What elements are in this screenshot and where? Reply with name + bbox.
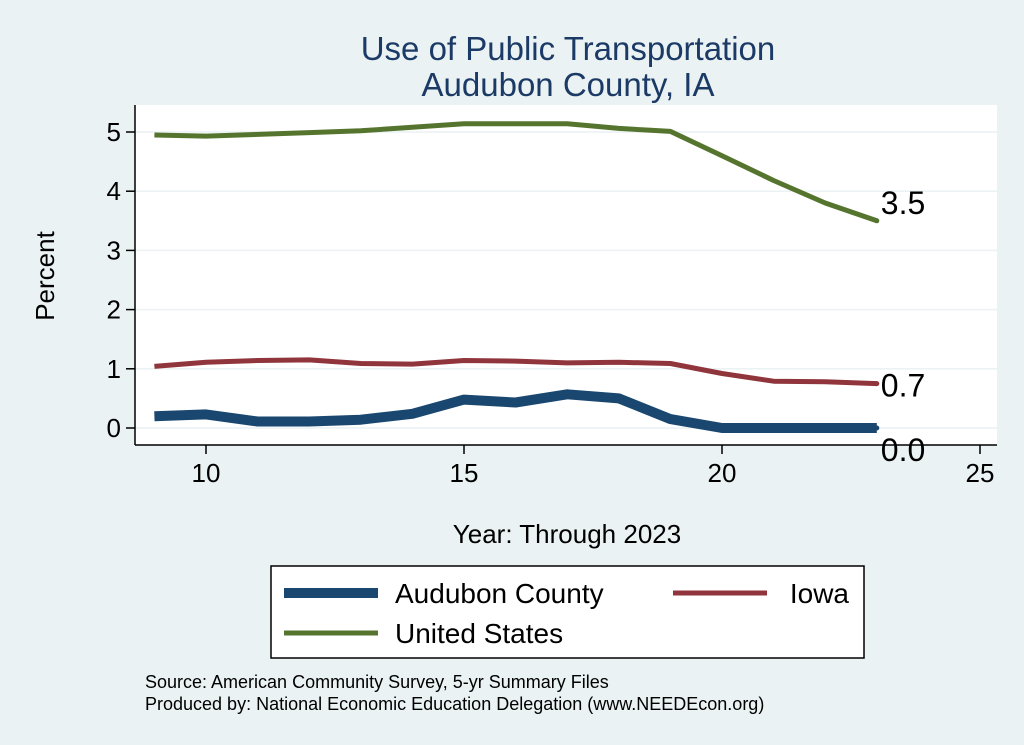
end-labels: 0.0 0.7 3.5	[874, 185, 925, 468]
y-tick-label-5: 5	[107, 117, 121, 147]
axes	[134, 105, 997, 446]
legend-label-united-states: United States	[395, 618, 563, 649]
series-line-iowa	[154, 357, 877, 387]
chart-title-line-2: Audubon County, IA	[422, 66, 715, 103]
y-tick-label-2: 2	[107, 295, 121, 325]
end-point-iowa	[874, 381, 880, 387]
legend-label-audubon-county: Audubon County	[395, 578, 604, 609]
y-tick-label-3: 3	[107, 235, 121, 265]
series-line-audubon-county	[154, 389, 877, 433]
x-tick-label-20: 20	[708, 458, 737, 488]
x-axis-ticks: 10 15 20 25	[192, 445, 995, 488]
producer-note: Produced by: National Economic Education…	[145, 694, 764, 714]
grid-lines	[135, 131, 997, 429]
y-tick-label-1: 1	[107, 354, 121, 384]
x-axis-title: Year: Through 2023	[453, 519, 681, 549]
y-axis-title: Percent	[30, 230, 60, 320]
x-tick-label-25: 25	[966, 458, 995, 488]
y-tick-label-0: 0	[107, 413, 121, 443]
source-note: Source: American Community Survey, 5-yr …	[145, 672, 609, 692]
y-tick-label-4: 4	[107, 176, 121, 206]
series-lines	[154, 121, 878, 433]
end-label-iowa: 0.7	[881, 368, 925, 404]
x-tick-label-10: 10	[192, 458, 221, 488]
end-point-united-states	[874, 218, 880, 224]
y-axis-ticks: 0 1 2 3 4 5	[107, 117, 135, 443]
chart-title-line-1: Use of Public Transportation	[361, 30, 776, 67]
series-line-united-states	[154, 121, 878, 224]
end-point-audubon-county	[874, 425, 880, 431]
x-tick-label-15: 15	[450, 458, 479, 488]
end-label-audubon-county: 0.0	[881, 432, 925, 468]
plot-area	[135, 105, 997, 445]
end-label-united-states: 3.5	[881, 185, 925, 221]
legend-box	[270, 565, 865, 659]
legend-label-iowa: Iowa	[790, 578, 850, 609]
